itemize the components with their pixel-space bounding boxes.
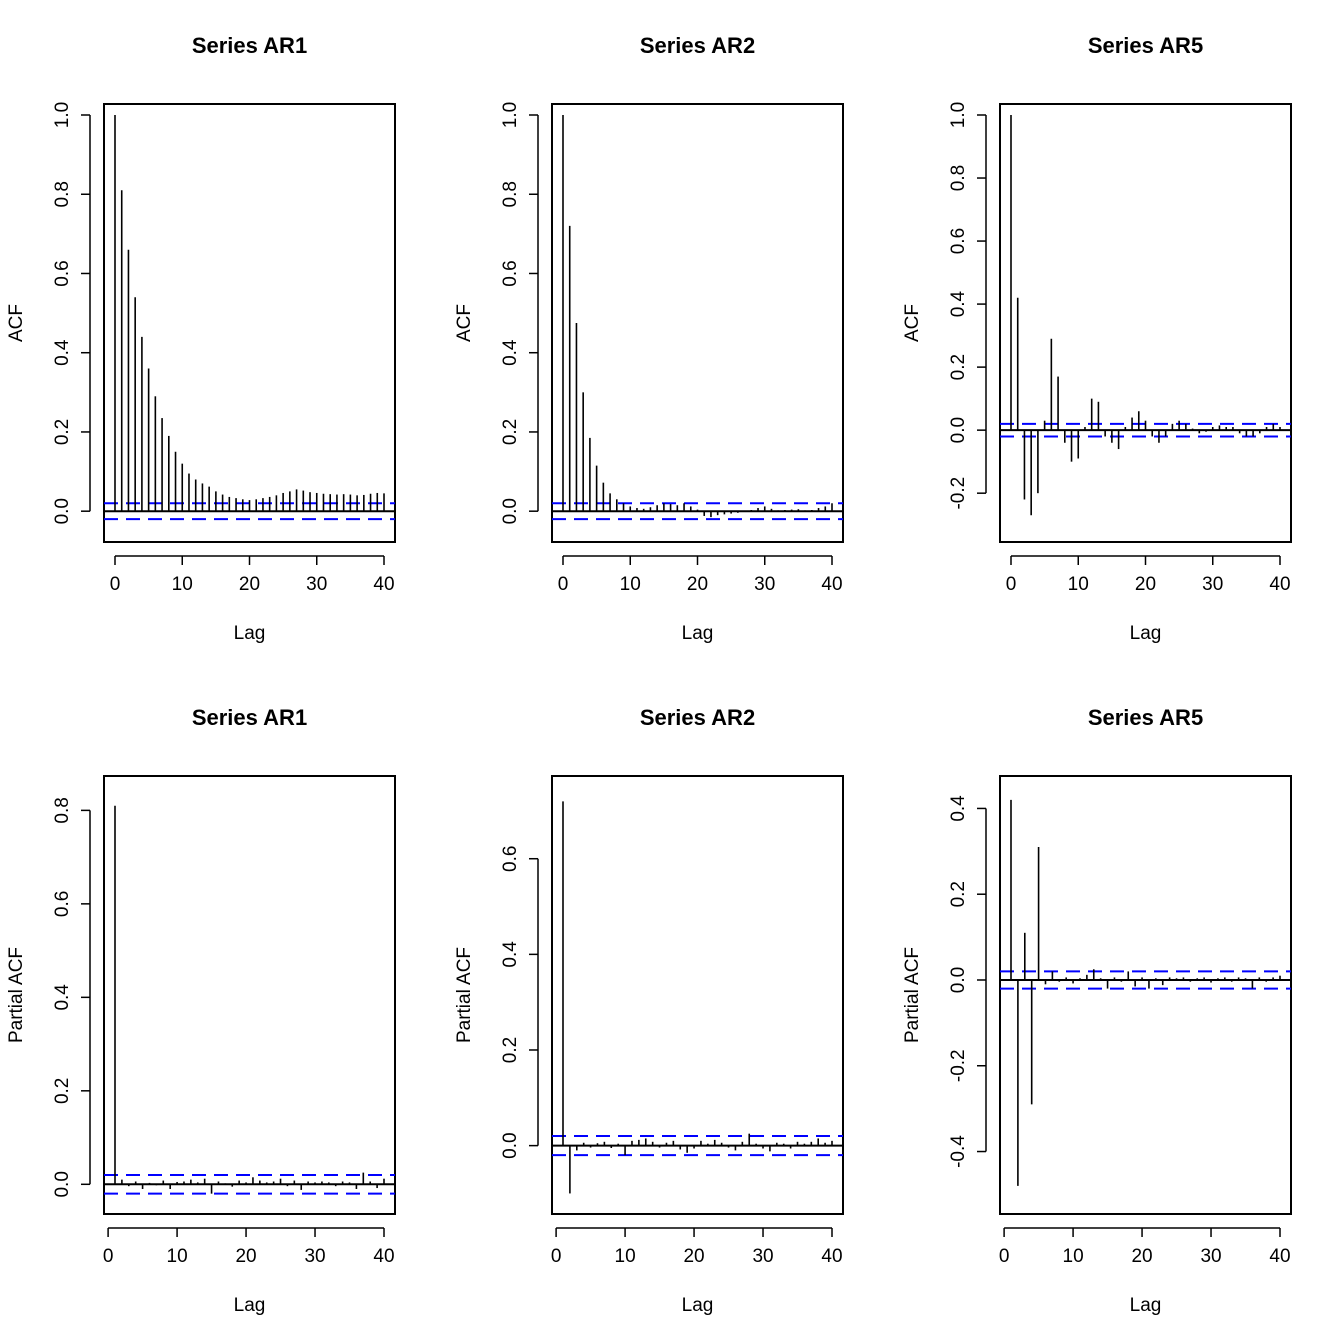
y-tick-label: 0.6 [52,260,73,286]
y-axis-label: ACF [454,304,475,342]
chart-panel: Series AR5 0 10 20 30 40 Lag -0.2 0.0 0.2 0.4 0.6 0.… [902,33,1292,644]
x-tick-label: 30 [754,574,775,595]
x-tick-label: 10 [172,574,193,595]
plot-frame [551,103,844,543]
x-tick-label: 20 [235,1246,256,1267]
plot-frame [551,775,844,1215]
panel-title: Series AR1 [192,705,307,730]
x-tick-label: 40 [373,574,394,595]
y-tick-label: 0.4 [948,795,969,822]
x-tick-label: 20 [687,574,708,595]
y-tick-label: 0.2 [52,419,73,445]
plot-frame [999,775,1292,1215]
panel-title: Series AR2 [640,705,755,730]
chart-panel: Series AR5 0 10 20 30 40 Lag -0.4 -0.2 0.0 0.2 0.4 P… [902,705,1292,1316]
x-axis-label: Lag [682,1295,714,1316]
panel-title: Series AR1 [192,33,307,58]
x-axis-label: Lag [1130,1295,1162,1316]
x-tick-label: 10 [1063,1246,1084,1267]
y-tick-label: 0.6 [52,891,73,917]
panel-title: Series AR5 [1088,33,1203,58]
x-tick-label: 0 [558,574,569,595]
y-tick-label: 0.0 [948,967,969,993]
y-tick-label: 0.8 [948,165,969,191]
plot-frame [103,775,396,1215]
y-tick-label: 1.0 [500,102,521,128]
y-tick-label: 0.0 [948,417,969,443]
x-tick-label: 40 [821,574,842,595]
x-axis-label: Lag [234,1295,266,1316]
x-axis-label: Lag [1130,623,1162,644]
y-axis-label: Partial ACF [454,947,475,1043]
y-tick-label: 0.6 [500,846,521,872]
x-tick-label: 20 [1135,574,1156,595]
x-tick-label: 0 [1006,574,1017,595]
plot-frame [999,103,1292,543]
y-tick-label: 0.4 [948,290,969,317]
y-tick-label: -0.2 [948,1049,969,1082]
y-tick-label: 0.4 [500,941,521,968]
y-axis-label: ACF [902,304,923,342]
y-tick-label: -0.4 [948,1135,969,1168]
y-tick-label: 0.2 [52,1078,73,1104]
y-tick-label: 0.4 [52,339,73,366]
x-tick-label: 30 [304,1246,325,1267]
y-tick-label: 0.4 [500,339,521,366]
x-tick-label: 0 [110,574,121,595]
y-tick-label: 0.0 [500,498,521,524]
y-tick-label: 0.6 [948,228,969,254]
x-axis-label: Lag [682,623,714,644]
y-tick-label: 0.0 [52,498,73,524]
x-tick-label: 40 [1269,1246,1290,1267]
y-tick-label: 0.8 [52,181,73,207]
x-tick-label: 40 [1269,574,1290,595]
plot-frame [103,103,396,543]
y-tick-label: 0.2 [500,1037,521,1063]
y-tick-label: 0.6 [500,260,521,286]
x-axis-label: Lag [234,623,266,644]
x-tick-label: 30 [1200,1246,1221,1267]
y-tick-label: 1.0 [52,102,73,128]
chart-panel: Series AR2 0 10 20 30 40 Lag 0.0 0.2 0.4 0.6 0.8 1.0… [454,33,844,644]
chart-panel: Series AR1 0 10 20 30 40 Lag 0.0 0.2 0.4 0.6 0.8 1.0… [6,33,396,644]
x-tick-label: 20 [239,574,260,595]
y-tick-label: 0.0 [52,1171,73,1197]
y-tick-label: -0.2 [948,477,969,510]
x-tick-label: 10 [167,1246,188,1267]
x-tick-label: 40 [373,1246,394,1267]
chart-panel: Series AR1 0 10 20 30 40 Lag 0.0 0.2 0.4 0.6 0.8 Par… [6,705,396,1316]
y-tick-label: 0.2 [948,354,969,380]
x-tick-label: 40 [821,1246,842,1267]
y-axis-label: Partial ACF [6,947,27,1043]
x-tick-label: 30 [1202,574,1223,595]
panel-title: Series AR5 [1088,705,1203,730]
y-tick-label: 0.2 [948,881,969,907]
x-tick-label: 20 [1131,1246,1152,1267]
y-axis-label: ACF [6,304,27,342]
x-tick-label: 10 [615,1246,636,1267]
y-tick-label: 1.0 [948,102,969,128]
x-tick-label: 30 [752,1246,773,1267]
x-tick-label: 0 [551,1246,562,1267]
chart-panel: Series AR2 0 10 20 30 40 Lag 0.0 0.2 0.4 0.6 Partia… [454,705,844,1316]
x-tick-label: 10 [1068,574,1089,595]
y-axis-label: Partial ACF [902,947,923,1043]
panel-title: Series AR2 [640,33,755,58]
x-tick-label: 0 [103,1246,114,1267]
y-tick-label: 0.8 [52,797,73,823]
x-tick-label: 30 [306,574,327,595]
y-tick-label: 0.2 [500,419,521,445]
y-tick-label: 0.4 [52,984,73,1011]
x-tick-label: 10 [620,574,641,595]
x-tick-label: 0 [999,1246,1010,1267]
y-tick-label: 0.0 [500,1132,521,1158]
y-tick-label: 0.8 [500,181,521,207]
x-tick-label: 20 [683,1246,704,1267]
